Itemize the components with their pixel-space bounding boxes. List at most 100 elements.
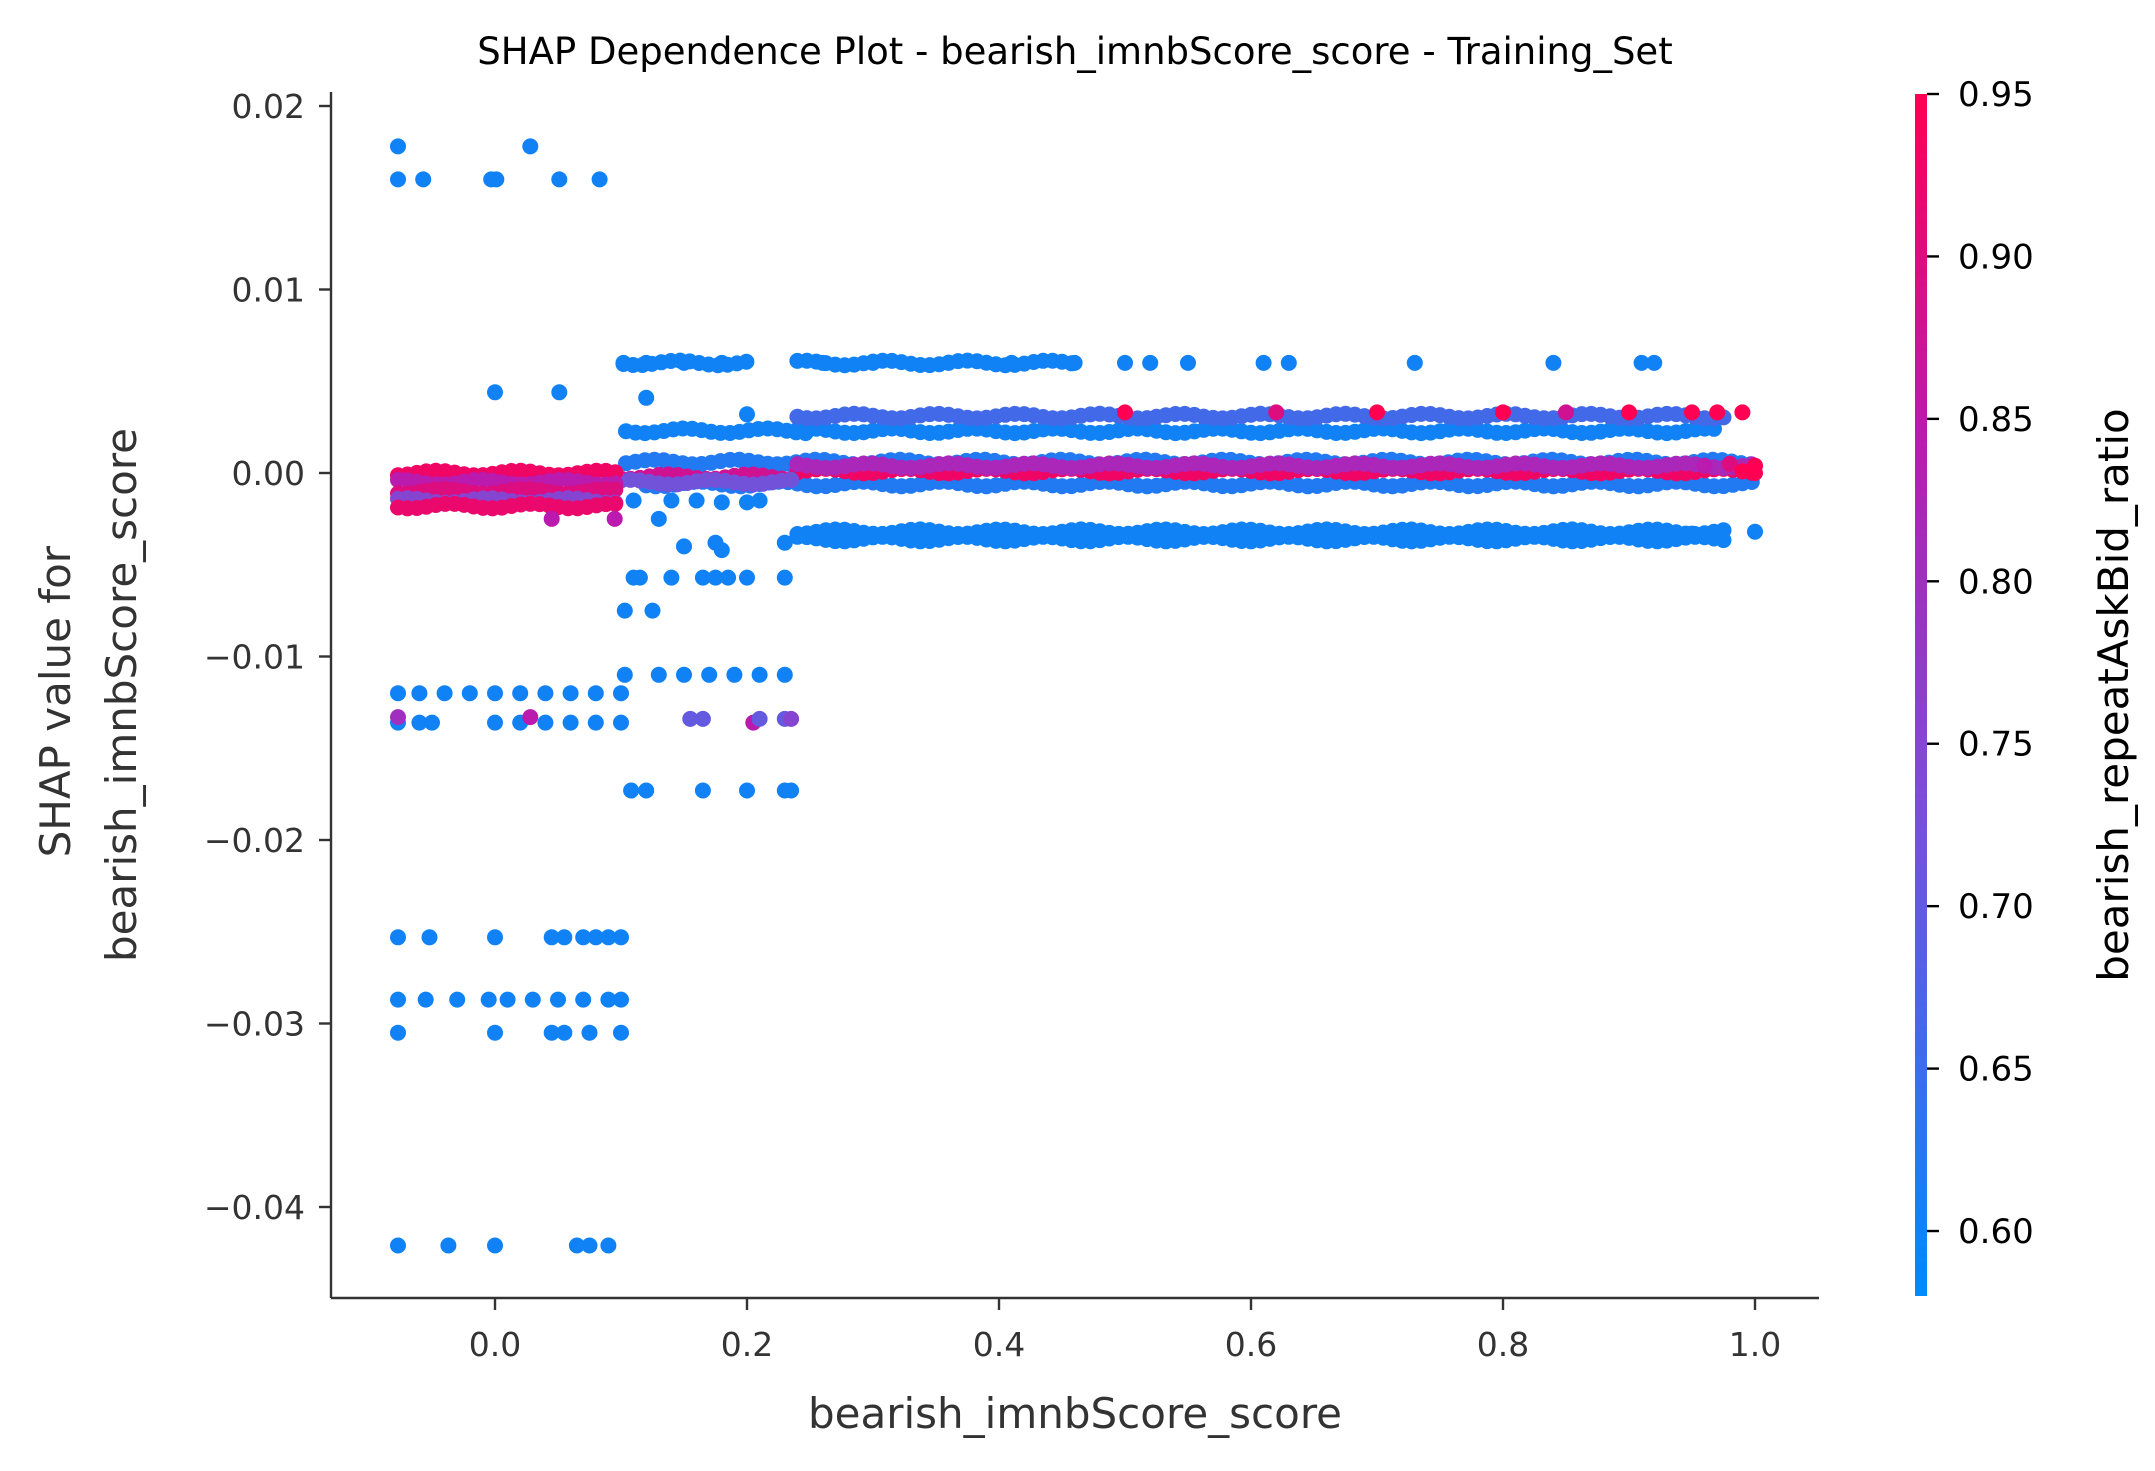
data-point [543, 929, 560, 946]
y-tick-label: 0.02 [232, 87, 305, 126]
data-point [550, 991, 566, 1008]
data-point [682, 710, 699, 727]
band-point [738, 353, 755, 370]
x-tick-label: 0.0 [469, 1325, 521, 1364]
data-point [587, 685, 604, 702]
colorbar-tick-label: 0.75 [1958, 725, 2034, 765]
data-point [562, 714, 579, 731]
data-point [556, 929, 573, 946]
data-point [581, 1237, 598, 1254]
data-point [663, 569, 680, 586]
data-point [487, 384, 503, 401]
data-point [390, 991, 406, 1008]
y-axis-title-line-2: bearish_imnbScore_score [97, 428, 146, 962]
colorbar-ticks: 0.95 0.90 0.85 0.80 0.75 0.70 0.65 0.60 [1927, 75, 2034, 1252]
data-point [411, 685, 428, 702]
data-point [615, 354, 632, 371]
colorbar-tick-label: 0.85 [1958, 400, 2034, 440]
data-point [1721, 455, 1738, 472]
colorbar-tick-label: 0.60 [1958, 1212, 2034, 1252]
data-point [1709, 404, 1726, 421]
data-point [783, 710, 800, 727]
data-point [487, 685, 503, 702]
data-point [613, 929, 629, 946]
data-point [739, 569, 755, 586]
data-point [1734, 463, 1751, 480]
data-point [1255, 354, 1272, 371]
data-point [537, 714, 554, 731]
data-point [487, 714, 503, 731]
x-tick-label: 1.0 [1729, 1325, 1781, 1364]
data-point [751, 666, 768, 683]
data-point [613, 1024, 629, 1041]
data-point [638, 782, 655, 799]
data-point [512, 685, 529, 702]
data-point [650, 666, 667, 683]
data-point [390, 138, 406, 155]
data-point [1621, 404, 1637, 421]
chart-title: SHAP Dependence Plot - bearish_imnbScore… [477, 30, 1672, 73]
data-point [551, 384, 568, 401]
data-point [663, 492, 680, 509]
data-point [424, 714, 440, 731]
data-point [676, 354, 692, 371]
data-point [575, 929, 592, 946]
data-point [581, 1024, 598, 1041]
data-point [461, 685, 478, 702]
data-point [1734, 404, 1751, 421]
data-point [676, 666, 692, 683]
data-point [417, 991, 434, 1008]
data-point [522, 138, 539, 155]
data-point [411, 714, 428, 731]
x-tick-label: 0.4 [973, 1325, 1025, 1364]
data-point [1747, 523, 1763, 540]
data-point [644, 602, 661, 619]
data-point [556, 1024, 573, 1041]
data-point [415, 171, 432, 188]
data-point [522, 709, 539, 726]
data-point [713, 542, 730, 559]
y-axis-title-line-1: SHAP value for [31, 545, 80, 857]
data-point [1558, 404, 1574, 421]
data-point [650, 510, 667, 527]
data-point [694, 782, 711, 799]
data-point [600, 929, 617, 946]
data-point [739, 406, 755, 423]
colorbar-title: bearish_repeatAskBid_ratio [2089, 408, 2138, 981]
y-tick-label: −0.03 [204, 1005, 305, 1044]
data-point [625, 492, 642, 509]
data-point [390, 685, 406, 702]
data-point [543, 510, 560, 527]
data-point [587, 929, 604, 946]
x-tick-label: 0.6 [1225, 1325, 1277, 1364]
data-point [440, 1237, 457, 1254]
data-point [551, 171, 568, 188]
data-point [1369, 404, 1385, 421]
data-point [1671, 527, 1688, 544]
data-point [390, 171, 406, 188]
data-point [713, 354, 730, 371]
data-point [487, 1024, 503, 1041]
colorbar-tick-label: 0.70 [1958, 887, 2034, 927]
data-point [600, 1237, 617, 1254]
y-tick-label: −0.02 [204, 821, 305, 860]
data-point [776, 569, 793, 586]
data-point [751, 492, 768, 509]
data-point [390, 929, 406, 946]
x-tick-label: 0.8 [1477, 1325, 1529, 1364]
colorbar-tick-label: 0.90 [1958, 237, 2034, 277]
band-point [607, 481, 624, 498]
data-point [543, 1024, 560, 1041]
data-point [1003, 354, 1020, 371]
data-point [591, 171, 608, 188]
data-point [613, 991, 629, 1008]
x-axis-ticks: 0.0 0.2 0.4 0.6 0.8 1.0 [469, 1298, 1781, 1364]
data-point [638, 389, 655, 406]
colorbar [1915, 94, 1927, 1296]
data-point [562, 685, 579, 702]
data-point [1747, 465, 1763, 481]
data-point [694, 710, 711, 727]
data-point [751, 710, 768, 727]
data-point [1684, 525, 1700, 542]
